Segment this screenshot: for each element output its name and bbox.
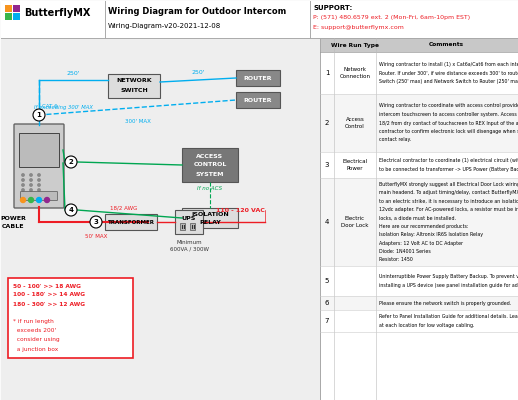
Text: Electrical contractor to coordinate (1) electrical circuit (with 3-20 receptacle: Electrical contractor to coordinate (1) … xyxy=(379,158,518,163)
Text: ACCESS: ACCESS xyxy=(196,154,224,158)
Text: 300' MAX: 300' MAX xyxy=(124,119,150,124)
FancyBboxPatch shape xyxy=(5,5,12,12)
Circle shape xyxy=(33,109,45,121)
Text: Router. If under 300', if wire distance exceeds 300' to router, connect Panel to: Router. If under 300', if wire distance … xyxy=(379,70,518,76)
Circle shape xyxy=(38,179,40,181)
Text: installing a UPS device (see panel installation guide for additional details).: installing a UPS device (see panel insta… xyxy=(379,283,518,288)
Text: Please ensure the network switch is properly grounded.: Please ensure the network switch is prop… xyxy=(379,300,511,306)
Text: E: support@butterflymx.com: E: support@butterflymx.com xyxy=(313,26,404,30)
FancyBboxPatch shape xyxy=(320,38,517,52)
Text: Here are our recommended products:: Here are our recommended products: xyxy=(379,224,468,229)
Text: 6: 6 xyxy=(325,300,329,306)
Circle shape xyxy=(21,198,25,202)
FancyBboxPatch shape xyxy=(182,208,238,228)
Text: 600VA / 300W: 600VA / 300W xyxy=(169,246,209,252)
Text: 1: 1 xyxy=(325,70,329,76)
Text: 18/2 from dry contact of touchscreen to REX Input of the access control. Access : 18/2 from dry contact of touchscreen to … xyxy=(379,120,518,126)
Text: 100 - 180' >> 14 AWG: 100 - 180' >> 14 AWG xyxy=(13,292,85,298)
FancyBboxPatch shape xyxy=(320,52,517,94)
FancyBboxPatch shape xyxy=(320,266,517,296)
Circle shape xyxy=(90,216,102,228)
Text: SUPPORT:: SUPPORT: xyxy=(313,5,352,11)
Circle shape xyxy=(38,174,40,176)
Text: Door Lock: Door Lock xyxy=(341,223,369,228)
Text: Wire Run Type: Wire Run Type xyxy=(331,42,379,48)
Text: Network: Network xyxy=(343,67,367,72)
Circle shape xyxy=(65,204,77,216)
Text: to be connected to transformer -> UPS Power (Battery Backup) -> Wall outlet: to be connected to transformer -> UPS Po… xyxy=(379,167,518,172)
Text: Switch (250' max) and Network Switch to Router (250' max).: Switch (250' max) and Network Switch to … xyxy=(379,79,518,84)
Text: Minimum: Minimum xyxy=(176,240,202,244)
Text: 2: 2 xyxy=(68,159,74,165)
FancyBboxPatch shape xyxy=(14,124,64,208)
Text: 250': 250' xyxy=(191,70,205,75)
Text: at each location for low voltage cabling.: at each location for low voltage cabling… xyxy=(379,323,474,328)
Text: 1: 1 xyxy=(37,112,41,118)
Text: UPS: UPS xyxy=(182,216,196,220)
Text: locks, a diode must be installed.: locks, a diode must be installed. xyxy=(379,215,456,220)
Text: ROUTER: ROUTER xyxy=(244,76,272,80)
FancyBboxPatch shape xyxy=(105,214,157,230)
Text: CABLE: CABLE xyxy=(2,224,24,230)
Text: Comments: Comments xyxy=(429,42,464,48)
Text: contact relay.: contact relay. xyxy=(379,138,411,142)
Text: P: (571) 480.6579 ext. 2 (Mon-Fri, 6am-10pm EST): P: (571) 480.6579 ext. 2 (Mon-Fri, 6am-1… xyxy=(313,16,470,20)
Text: Connection: Connection xyxy=(339,74,370,79)
Circle shape xyxy=(38,184,40,186)
Circle shape xyxy=(30,179,32,181)
Text: If no ACS: If no ACS xyxy=(197,186,223,192)
Circle shape xyxy=(22,189,24,191)
FancyBboxPatch shape xyxy=(236,70,280,86)
Text: Wiring contractor to coordinate with access control provider, install (1) x 18/2: Wiring contractor to coordinate with acc… xyxy=(379,104,518,108)
Text: ISOLATION: ISOLATION xyxy=(191,212,229,216)
Circle shape xyxy=(45,198,50,202)
Text: 50' MAX: 50' MAX xyxy=(85,234,107,240)
Circle shape xyxy=(38,189,40,191)
Text: exceeds 200': exceeds 200' xyxy=(13,328,56,334)
Text: consider using: consider using xyxy=(13,338,60,342)
Text: CAT 6: CAT 6 xyxy=(42,104,57,110)
Text: TRANSFORMER: TRANSFORMER xyxy=(108,220,154,224)
Circle shape xyxy=(22,174,24,176)
Text: 7: 7 xyxy=(325,318,329,324)
Circle shape xyxy=(65,156,77,168)
FancyBboxPatch shape xyxy=(1,0,517,38)
Text: Wiring Diagram for Outdoor Intercom: Wiring Diagram for Outdoor Intercom xyxy=(108,8,286,16)
Text: If exceeding 300' MAX: If exceeding 300' MAX xyxy=(34,105,93,110)
Text: ButterflyMX: ButterflyMX xyxy=(24,8,90,18)
Circle shape xyxy=(22,179,24,181)
Circle shape xyxy=(22,184,24,186)
FancyBboxPatch shape xyxy=(19,133,59,167)
FancyBboxPatch shape xyxy=(320,94,517,152)
Text: Control: Control xyxy=(345,124,365,129)
Text: Refer to Panel Installation Guide for additional details. Leave 6' service loop: Refer to Panel Installation Guide for ad… xyxy=(379,314,518,319)
Text: Resistor: 1450: Resistor: 1450 xyxy=(379,257,413,262)
Text: 12vdc adapter. For AC-powered locks, a resistor must be installed. For DC-powere: 12vdc adapter. For AC-powered locks, a r… xyxy=(379,207,518,212)
FancyBboxPatch shape xyxy=(320,152,517,178)
Text: 50 - 100' >> 18 AWG: 50 - 100' >> 18 AWG xyxy=(13,284,81,288)
Text: Wiring-Diagram-v20-2021-12-08: Wiring-Diagram-v20-2021-12-08 xyxy=(108,23,221,29)
Text: ROUTER: ROUTER xyxy=(244,98,272,102)
FancyBboxPatch shape xyxy=(320,178,517,266)
Text: 2: 2 xyxy=(325,120,329,126)
Text: 110 - 120 VAC: 110 - 120 VAC xyxy=(215,208,264,212)
Circle shape xyxy=(30,184,32,186)
Text: SWITCH: SWITCH xyxy=(120,88,148,92)
Text: contractor to confirm electronic lock will disengage when signal is sent through: contractor to confirm electronic lock wi… xyxy=(379,129,518,134)
Text: 3: 3 xyxy=(94,219,98,225)
Text: * if run length: * if run length xyxy=(13,320,54,324)
FancyBboxPatch shape xyxy=(13,13,20,20)
Text: a junction box: a junction box xyxy=(13,346,58,352)
Circle shape xyxy=(30,189,32,191)
Text: Access: Access xyxy=(346,117,364,122)
FancyBboxPatch shape xyxy=(5,13,12,20)
Circle shape xyxy=(28,198,34,202)
FancyBboxPatch shape xyxy=(108,74,160,98)
FancyBboxPatch shape xyxy=(182,148,238,182)
FancyBboxPatch shape xyxy=(175,210,203,234)
Text: Isolation Relay: Altronix IR6S Isolation Relay: Isolation Relay: Altronix IR6S Isolation… xyxy=(379,232,483,237)
Text: Adapters: 12 Volt AC to DC Adapter: Adapters: 12 Volt AC to DC Adapter xyxy=(379,240,463,246)
Text: SYSTEM: SYSTEM xyxy=(196,172,224,176)
Text: to an electric strike, it is necessary to introduce an isolation/buffer relay wi: to an electric strike, it is necessary t… xyxy=(379,198,518,204)
